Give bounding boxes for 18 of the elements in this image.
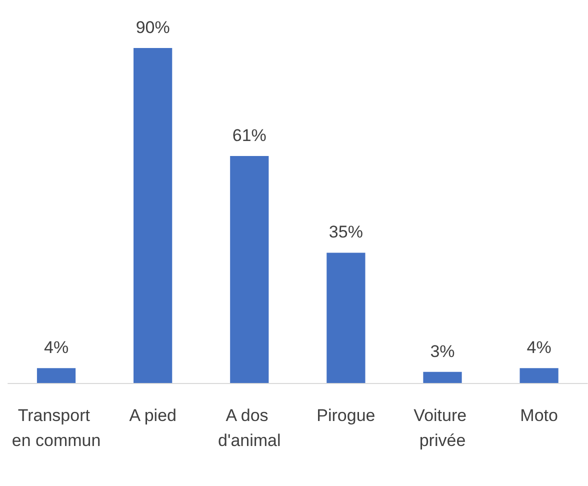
- bar: [230, 156, 269, 383]
- data-label: 90%: [136, 18, 170, 37]
- bar: [520, 368, 558, 383]
- bar: [326, 252, 366, 383]
- data-label: 4%: [526, 338, 552, 358]
- bar: [423, 372, 462, 383]
- x-tick-label: A pied: [129, 406, 176, 425]
- x-tick-label: Voiture privée: [414, 406, 472, 450]
- x-tick-label: Pirogue: [316, 406, 376, 425]
- data-label: 4%: [44, 338, 69, 358]
- x-tick-label: Moto: [520, 406, 558, 425]
- x-tick-label: A dos d'animal: [218, 406, 281, 450]
- data-label: 61%: [232, 126, 266, 145]
- data-label: 3%: [430, 342, 455, 361]
- x-tick-label: Transport en commun: [12, 406, 101, 450]
- bar: [134, 48, 172, 383]
- data-label: 35%: [328, 222, 363, 242]
- bar: [36, 368, 76, 383]
